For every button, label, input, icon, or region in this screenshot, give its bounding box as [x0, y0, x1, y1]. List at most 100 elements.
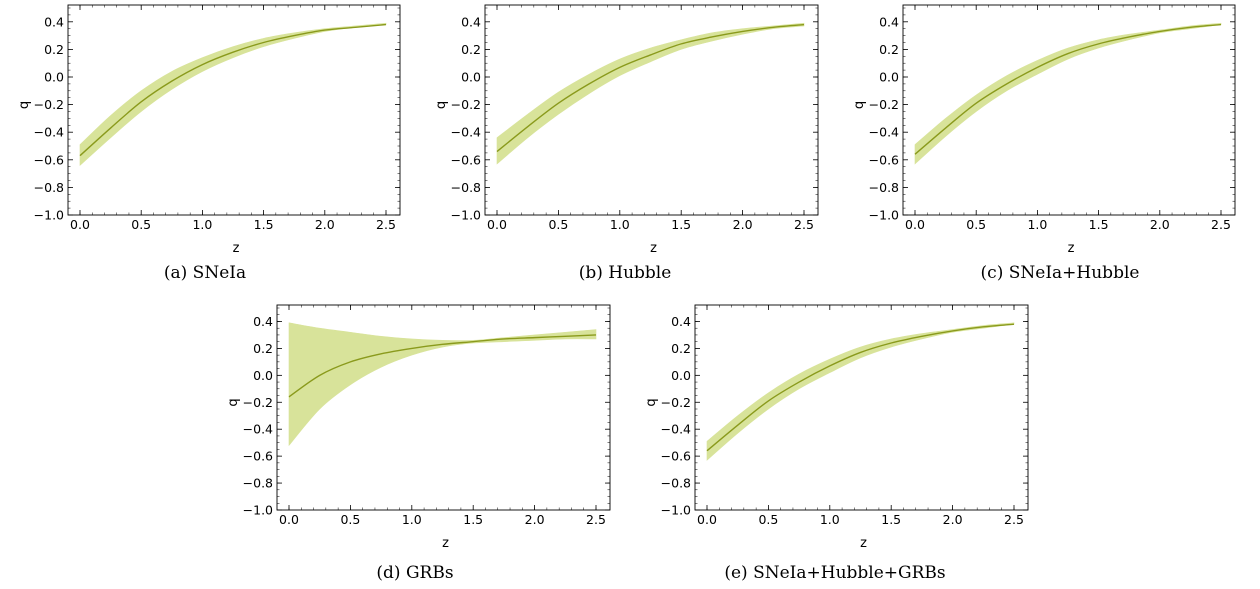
panel-caption: (b) Hubble [579, 263, 672, 283]
confidence-band [79, 22, 387, 166]
x-tick-label: 1.5 [463, 512, 483, 527]
y-tick-label: 0.2 [461, 42, 481, 57]
plot-frame [694, 304, 1029, 511]
panel-2: 0.0 0.5 1.0 1.5 2.0 2.5 −1.0 −0.8 −0.6 −0.4 −0.2 0.… [852, 4, 1236, 283]
y-tick-label: −0.8 [34, 180, 64, 195]
x-tick-label: 0.5 [548, 217, 568, 232]
y-tick-label: 0.2 [879, 42, 899, 57]
y-tick-label: −0.2 [869, 97, 899, 112]
x-tick-label: 2.0 [525, 512, 545, 527]
y-axis-label: q [852, 101, 867, 109]
y-tick-label: −0.8 [451, 180, 481, 195]
plot-frame [484, 4, 819, 216]
q-curve [288, 334, 597, 398]
x-tick-label: 2.0 [315, 217, 335, 232]
panel-3: 0.0 0.5 1.0 1.5 2.0 2.5 −1.0 −0.8 −0.6 −0.4 −0.2 0.… [226, 304, 611, 583]
x-tick-label: 0.0 [70, 217, 90, 232]
x-tick-label: 2.0 [943, 512, 963, 527]
x-tick-label: 1.0 [610, 217, 630, 232]
x-tick-label: 2.5 [586, 512, 606, 527]
panel-caption: (d) GRBs [376, 563, 453, 583]
confidence-band [496, 22, 805, 165]
y-tick-label: −0.8 [869, 180, 899, 195]
y-axis-label: q [434, 101, 449, 109]
y-tick-label: 0.0 [253, 368, 273, 383]
y-tick-label: −0.8 [661, 476, 691, 491]
panel-caption: (e) SNeIa+Hubble+GRBs [724, 563, 945, 583]
y-axis-label: q [226, 398, 241, 406]
x-tick-label: 1.5 [881, 512, 901, 527]
x-tick-label: 1.0 [1027, 217, 1047, 232]
x-tick-label: 2.5 [1211, 217, 1231, 232]
y-axis-label: q [644, 398, 659, 406]
y-tick-label: −0.2 [34, 97, 64, 112]
confidence-band [706, 322, 1015, 461]
panel-caption: (c) SNeIa+Hubble [981, 263, 1140, 283]
x-tick-label: 2.5 [794, 217, 814, 232]
x-tick-label: 1.0 [402, 512, 422, 527]
x-tick-label: 0.5 [758, 512, 778, 527]
x-tick-label: 2.0 [1150, 217, 1170, 232]
y-tick-label: −1.0 [661, 503, 691, 518]
y-tick-label: −1.0 [869, 208, 899, 223]
y-tick-label: −0.6 [243, 449, 273, 464]
y-tick-label: 0.2 [671, 341, 691, 356]
panel-0: 0.0 0.5 1.0 1.5 2.0 2.5 −1.0 −0.8 −0.6 −0.4 −0.2 0.… [17, 4, 401, 283]
q-curve [496, 23, 805, 153]
y-tick-label: 0.2 [44, 42, 64, 57]
y-tick-label: −1.0 [451, 208, 481, 223]
x-tick-label: 2.0 [733, 217, 753, 232]
x-tick-label: 1.5 [671, 217, 691, 232]
y-tick-label: 0.4 [461, 14, 481, 29]
x-axis-label: z [860, 536, 867, 551]
y-tick-label: −0.4 [243, 422, 273, 437]
x-tick-label: 0.0 [279, 512, 299, 527]
panel-4: 0.0 0.5 1.0 1.5 2.0 2.5 −1.0 −0.8 −0.6 −0.4 −0.2 0.… [644, 304, 1029, 583]
y-tick-label: −0.8 [243, 476, 273, 491]
x-axis-label: z [650, 241, 657, 256]
x-tick-label: 0.0 [697, 512, 717, 527]
plot-frame [67, 4, 401, 216]
y-tick-label: 0.4 [671, 314, 691, 329]
y-tick-label: 0.4 [44, 14, 64, 29]
x-tick-label: 1.0 [192, 217, 212, 232]
y-tick-label: 0.4 [879, 14, 899, 29]
y-tick-label: −0.4 [869, 125, 899, 140]
y-tick-label: −0.6 [451, 152, 481, 167]
x-tick-label: 2.5 [376, 217, 396, 232]
y-tick-label: 0.0 [44, 70, 64, 85]
y-tick-label: −0.4 [451, 125, 481, 140]
y-tick-label: 0.2 [253, 341, 273, 356]
y-tick-label: 0.4 [253, 314, 273, 329]
y-tick-label: −0.6 [661, 449, 691, 464]
y-tick-label: 0.0 [879, 70, 899, 85]
y-tick-label: −0.4 [34, 125, 64, 140]
y-tick-label: −0.2 [451, 97, 481, 112]
x-axis-label: z [442, 536, 449, 551]
plot-frame [276, 304, 611, 511]
q-curve [79, 23, 387, 157]
x-tick-label: 0.5 [966, 217, 986, 232]
confidence-band [914, 22, 1222, 165]
y-tick-label: −0.6 [34, 152, 64, 167]
x-tick-label: 0.5 [340, 512, 360, 527]
y-tick-label: −0.6 [869, 152, 899, 167]
x-tick-label: 0.5 [131, 217, 151, 232]
x-tick-label: 0.0 [905, 217, 925, 232]
y-tick-label: 0.0 [671, 368, 691, 383]
x-tick-label: 1.5 [1089, 217, 1109, 232]
x-axis-label: z [1068, 241, 1075, 256]
x-tick-label: 1.5 [254, 217, 274, 232]
y-tick-label: −0.4 [661, 422, 691, 437]
y-tick-label: −1.0 [34, 208, 64, 223]
x-tick-label: 0.0 [487, 217, 507, 232]
y-tick-label: −1.0 [243, 503, 273, 518]
y-tick-label: 0.0 [461, 70, 481, 85]
y-tick-label: −0.2 [243, 395, 273, 410]
panel-1: 0.0 0.5 1.0 1.5 2.0 2.5 −1.0 −0.8 −0.6 −0.4 −0.2 0.… [434, 4, 819, 283]
plot-frame [902, 4, 1236, 216]
x-tick-label: 2.5 [1004, 512, 1024, 527]
x-axis-label: z [233, 241, 240, 256]
y-axis-label: q [17, 101, 32, 109]
